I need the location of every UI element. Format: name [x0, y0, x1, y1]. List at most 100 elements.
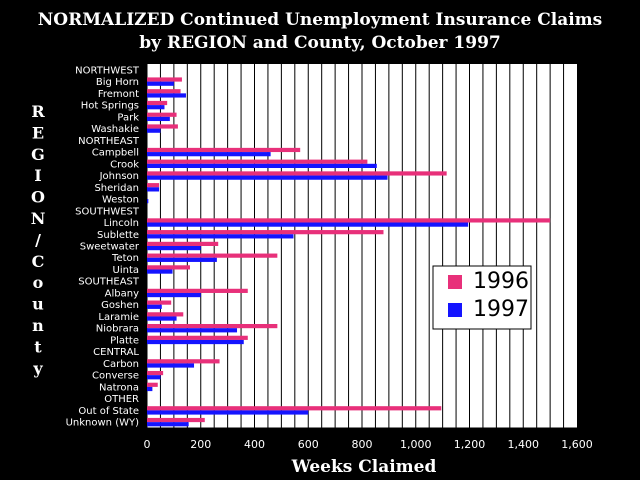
bar-1996-teton	[147, 253, 278, 258]
bar-1997-weston	[147, 199, 149, 204]
bar-1997-uinta	[147, 269, 173, 274]
category-label: Niobrara	[96, 324, 139, 335]
bar-1996-crook	[147, 159, 368, 164]
y-label-char: y	[32, 359, 43, 378]
bar-1996-uinta	[147, 265, 190, 270]
bar-1996-park	[147, 112, 177, 117]
category-label: Laramie	[98, 312, 139, 323]
category-label: Weston	[102, 195, 139, 206]
bar-1997-niobrara	[147, 328, 238, 333]
y-label-char: u	[32, 295, 44, 314]
x-tick-label: 1,400	[508, 438, 540, 451]
legend-swatch-1997	[448, 303, 462, 317]
category-label: Platte	[110, 335, 139, 346]
bar-1996-out-of-state	[147, 406, 442, 411]
x-tick-label: 800	[352, 438, 373, 451]
bar-1997-fremont	[147, 93, 186, 98]
bar-1997-washakie	[147, 128, 161, 133]
category-label: Goshen	[101, 300, 139, 311]
bar-1997-platte	[147, 339, 244, 345]
bar-1996-converse	[147, 370, 164, 376]
bar-1997-crook	[147, 163, 377, 169]
bar-1997-laramie	[147, 316, 177, 321]
y-label-char: G	[31, 145, 45, 164]
bar-1996-platte	[147, 335, 248, 340]
category-label: Uinta	[113, 265, 139, 276]
y-label-char: n	[32, 316, 44, 335]
bar-1996-unknown-wy-	[147, 417, 205, 423]
legend: 1996 1997	[432, 265, 532, 330]
category-label: Natrona	[99, 382, 139, 393]
category-label: Fremont	[98, 89, 139, 100]
category-label: Hot Springs	[81, 101, 139, 112]
bar-1997-unknown-wy-	[147, 422, 189, 427]
bar-1996-natrona	[147, 382, 158, 387]
y-label-char: /	[35, 230, 41, 249]
x-tick-label: 200	[190, 438, 211, 451]
category-label: Teton	[111, 253, 139, 264]
category-label: Park	[117, 112, 139, 123]
x-tick-label: 400	[244, 438, 265, 451]
bar-1996-goshen	[147, 300, 172, 305]
bar-1996-campbell	[147, 147, 301, 153]
bar-1997-teton	[147, 257, 217, 262]
chart-title: NORMALIZED Continued Unemployment Insura…	[38, 10, 602, 30]
chart-subtitle: by REGION and County, October 1997	[139, 33, 500, 53]
category-label: Johnson	[99, 171, 139, 182]
bar-1997-converse	[147, 375, 161, 380]
category-label: Albany	[105, 288, 139, 299]
bar-1996-laramie	[147, 312, 184, 317]
y-label-char: C	[32, 252, 45, 271]
category-label: CENTRAL	[93, 347, 139, 358]
x-tick-label: 1,000	[400, 438, 432, 451]
bar-1996-fremont	[147, 89, 181, 94]
y-label-char: O	[31, 188, 45, 207]
bar-1996-sweetwater	[147, 241, 219, 246]
y-label-char: o	[33, 273, 44, 292]
bar-1996-washakie	[147, 124, 178, 129]
bar-1996-sublette	[147, 230, 384, 235]
x-tick-label: 1,600	[561, 438, 593, 451]
bar-1997-hot-springs	[147, 105, 165, 110]
x-tick-label: 0	[144, 438, 151, 451]
category-label: Campbell	[92, 148, 139, 159]
category-label: Sweetwater	[80, 242, 140, 253]
bar-1997-johnson	[147, 175, 388, 180]
bar-1997-sheridan	[147, 187, 160, 192]
bar-1997-albany	[147, 292, 201, 298]
y-label-char: N	[31, 209, 46, 228]
x-tick-label: 600	[298, 438, 319, 451]
category-label: Unknown (WY)	[66, 418, 139, 429]
category-label: Converse	[92, 371, 139, 382]
bars	[147, 77, 551, 427]
y-label-char: R	[31, 102, 45, 121]
bar-1997-lincoln	[147, 222, 469, 227]
bar-1997-out-of-state	[147, 410, 309, 415]
category-label: Sheridan	[94, 183, 139, 194]
bar-1997-carbon	[147, 363, 195, 368]
x-tick-labels: 0 200 400 600 800 1,000 1,200 1,400 1,600	[144, 438, 593, 451]
x-axis-title: Weeks Claimed	[291, 457, 437, 477]
category-label: SOUTHWEST	[75, 206, 140, 217]
bar-1997-sweetwater	[147, 246, 201, 251]
bar-1997-goshen	[147, 304, 162, 309]
y-label-char: t	[34, 337, 42, 356]
legend-label-1996: 1996	[473, 269, 529, 294]
bar-1996-sheridan	[147, 183, 160, 188]
category-label: Out of State	[78, 406, 139, 417]
category-label: NORTHEAST	[78, 136, 140, 147]
bar-1997-sublette	[147, 234, 294, 239]
bar-1996-lincoln	[147, 218, 551, 223]
bar-1996-niobrara	[147, 323, 278, 329]
bar-1996-johnson	[147, 171, 447, 176]
category-label: SOUTHEAST	[78, 277, 140, 288]
y-axis-label: REGION / County	[31, 102, 46, 378]
bar-1997-park	[147, 116, 170, 122]
category-label: Washakie	[91, 124, 139, 135]
x-tick-label: 1,200	[454, 438, 486, 451]
bar-1996-hot-springs	[147, 100, 168, 106]
bar-1997-natrona	[147, 386, 153, 392]
bar-1997-campbell	[147, 152, 271, 157]
bar-1996-carbon	[147, 359, 220, 364]
